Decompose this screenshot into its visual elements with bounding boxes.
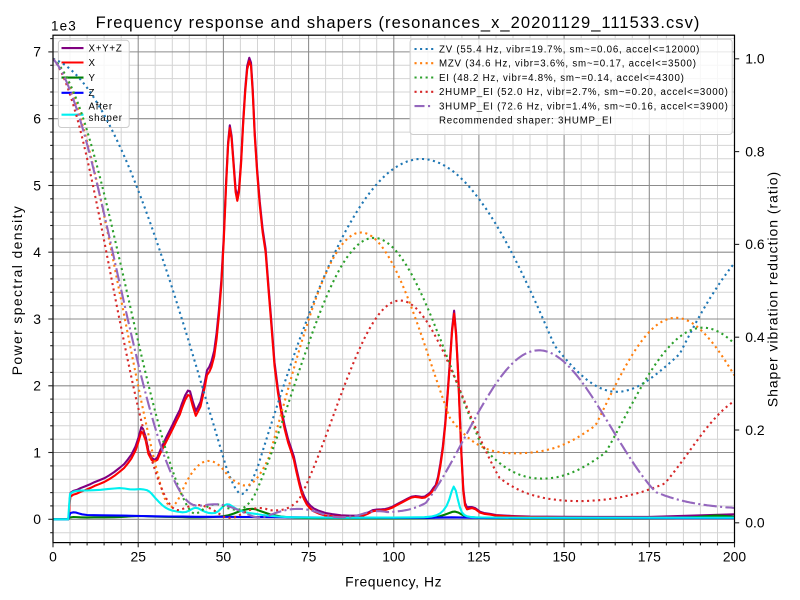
svg-text:3: 3 [33, 311, 41, 327]
svg-text:175: 175 [638, 549, 661, 565]
svg-text:Recommended shaper: 3HUMP_EI: Recommended shaper: 3HUMP_EI [439, 116, 613, 127]
svg-text:150: 150 [553, 549, 576, 565]
svg-text:1: 1 [33, 444, 41, 460]
svg-text:shaper: shaper [89, 113, 123, 124]
svg-text:Y: Y [89, 73, 96, 84]
svg-text:Power spectral density: Power spectral density [9, 205, 25, 376]
svg-text:25: 25 [130, 549, 146, 565]
svg-text:0.6: 0.6 [745, 236, 765, 252]
svg-text:After: After [89, 101, 113, 112]
svg-text:1.0: 1.0 [745, 51, 765, 67]
svg-text:EI (48.2 Hz, vibr=4.8%, sm~=0.: EI (48.2 Hz, vibr=4.8%, sm~=0.14, accel<… [439, 73, 685, 84]
svg-text:0.2: 0.2 [745, 422, 765, 438]
svg-text:3HUMP_EI (72.6 Hz, vibr=1.4%,: 3HUMP_EI (72.6 Hz, vibr=1.4%, sm~=0.16, … [439, 101, 729, 112]
svg-text:50: 50 [216, 549, 232, 565]
svg-text:125: 125 [467, 549, 490, 565]
svg-text:0.8: 0.8 [745, 143, 765, 159]
svg-text:ZV (55.4 Hz, vibr=19.7%, sm~=0: ZV (55.4 Hz, vibr=19.7%, sm~=0.06, accel… [439, 44, 700, 55]
svg-text:0.0: 0.0 [745, 515, 765, 531]
svg-text:Frequency, Hz: Frequency, Hz [345, 574, 442, 590]
svg-text:7: 7 [33, 44, 41, 60]
svg-text:Z: Z [89, 88, 96, 99]
svg-text:5: 5 [33, 177, 41, 193]
svg-text:0: 0 [49, 549, 57, 565]
svg-text:X: X [89, 58, 96, 69]
svg-text:0: 0 [33, 511, 41, 527]
svg-text:X+Y+Z: X+Y+Z [89, 43, 123, 54]
svg-text:MZV (34.6 Hz, vibr=3.6%, sm~=0: MZV (34.6 Hz, vibr=3.6%, sm~=0.17, accel… [439, 59, 697, 70]
svg-text:0.4: 0.4 [745, 329, 765, 345]
svg-text:Frequency response and shapers: Frequency response and shapers (resonanc… [96, 14, 701, 32]
svg-text:200: 200 [723, 549, 746, 565]
svg-text:6: 6 [33, 111, 41, 127]
svg-text:2HUMP_EI (52.0 Hz, vibr=2.7%,: 2HUMP_EI (52.0 Hz, vibr=2.7%, sm~=0.20, … [439, 87, 729, 98]
svg-text:100: 100 [382, 549, 405, 565]
svg-text:Shaper vibration reduction (ra: Shaper vibration reduction (ratio) [765, 171, 781, 407]
svg-text:2: 2 [33, 378, 41, 394]
svg-text:1e3: 1e3 [51, 19, 77, 34]
svg-text:4: 4 [33, 244, 41, 260]
svg-text:75: 75 [301, 549, 317, 565]
